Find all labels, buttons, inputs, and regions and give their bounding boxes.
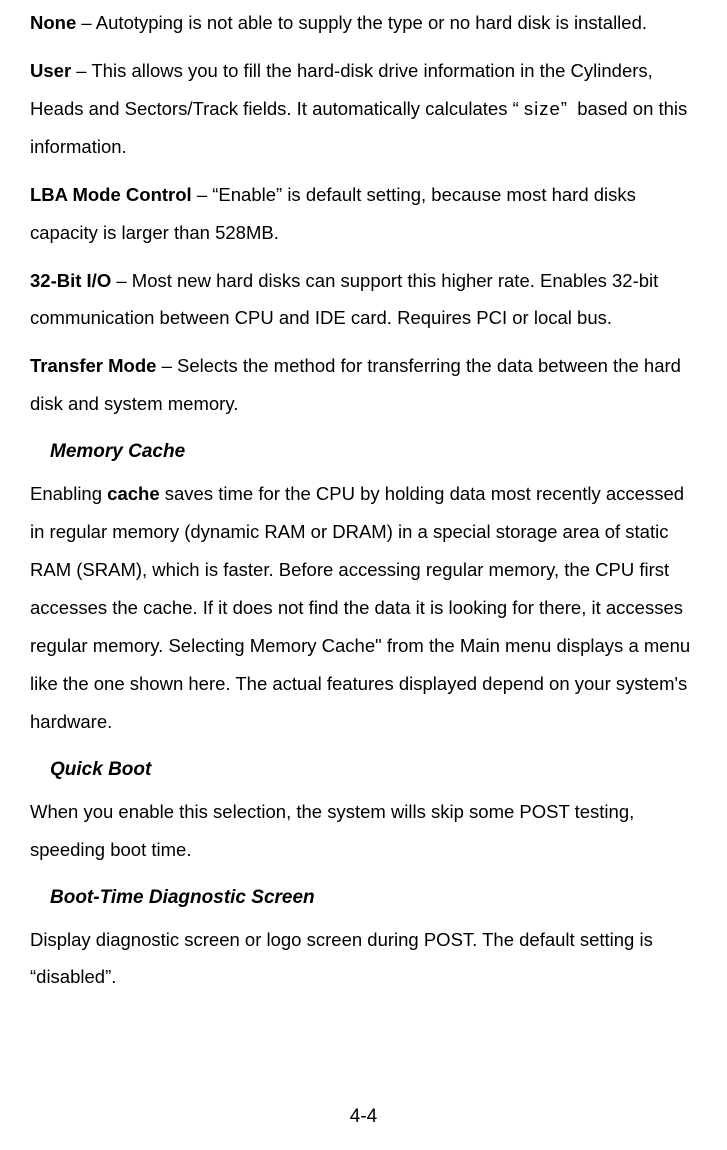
entry-user-label: User bbox=[30, 60, 71, 81]
entry-lba-label: LBA Mode Control bbox=[30, 184, 192, 205]
entry-transfer-label: Transfer Mode bbox=[30, 355, 156, 376]
memory-cache-before: Enabling bbox=[30, 483, 107, 504]
memory-cache-bold: cache bbox=[107, 483, 159, 504]
section-memory-cache-text: Enabling cache saves time for the CPU by… bbox=[30, 475, 697, 740]
entry-none: None – Autotyping is not able to supply … bbox=[30, 4, 697, 42]
heading-boot-diag: Boot-Time Diagnostic Screen bbox=[50, 879, 697, 917]
entry-none-label: None bbox=[30, 12, 76, 33]
entry-lba: LBA Mode Control – “Enable” is default s… bbox=[30, 176, 697, 252]
entry-io32-label: 32-Bit I/O bbox=[30, 270, 111, 291]
heading-quick-boot: Quick Boot bbox=[50, 751, 697, 789]
memory-cache-after: saves time for the CPU by holding data m… bbox=[30, 483, 690, 732]
entry-io32-text: – Most new hard disks can support this h… bbox=[30, 270, 658, 329]
page-number: 4-4 bbox=[350, 1106, 377, 1128]
entry-io32: 32-Bit I/O – Most new hard disks can sup… bbox=[30, 262, 697, 338]
entry-transfer: Transfer Mode – Selects the method for t… bbox=[30, 347, 697, 423]
heading-memory-cache: Memory Cache bbox=[50, 433, 697, 471]
entry-none-text: – Autotyping is not able to supply the t… bbox=[76, 12, 647, 33]
section-quick-boot-text: When you enable this selection, the syst… bbox=[30, 793, 697, 869]
entry-user-size: size bbox=[524, 98, 561, 119]
section-boot-diag-text: Display diagnostic screen or logo screen… bbox=[30, 921, 697, 997]
entry-user: User – This allows you to fill the hard-… bbox=[30, 52, 697, 166]
